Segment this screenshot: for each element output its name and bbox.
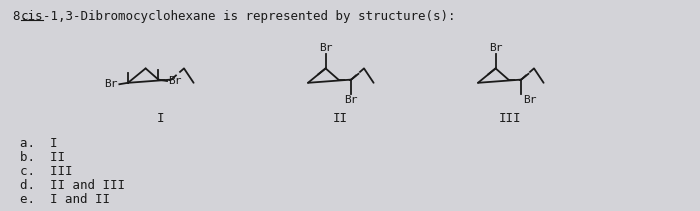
Text: II: II xyxy=(332,112,347,125)
Text: a.  I: a. I xyxy=(20,137,57,150)
Text: e.  I and II: e. I and II xyxy=(20,193,110,206)
Text: III: III xyxy=(498,112,522,125)
Text: b.  II: b. II xyxy=(20,151,65,164)
Text: Br: Br xyxy=(489,43,503,53)
Text: Br: Br xyxy=(104,79,118,89)
Text: 8.: 8. xyxy=(13,10,36,23)
Text: Br: Br xyxy=(319,43,332,53)
Text: cis: cis xyxy=(21,10,43,23)
Text: Br: Br xyxy=(344,95,358,105)
Text: -1,3-Dibromocyclohexane is represented by structure(s):: -1,3-Dibromocyclohexane is represented b… xyxy=(43,10,456,23)
Text: c.  III: c. III xyxy=(20,165,73,178)
Text: Br: Br xyxy=(523,95,537,105)
Text: Br: Br xyxy=(168,76,181,86)
Text: I: I xyxy=(156,112,164,125)
Text: d.  II and III: d. II and III xyxy=(20,179,125,192)
